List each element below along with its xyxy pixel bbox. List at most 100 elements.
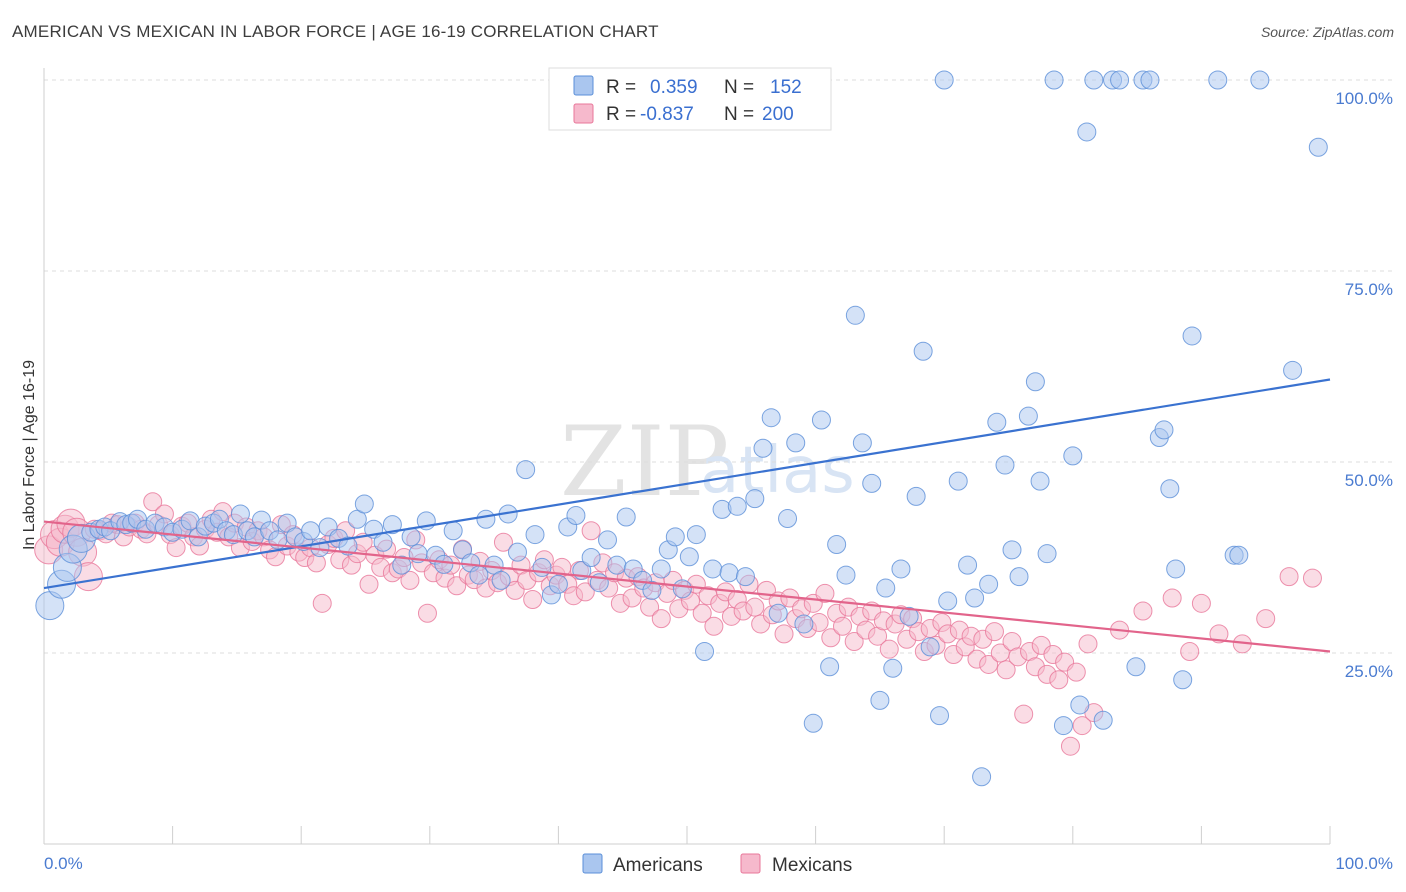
americans-point	[373, 532, 393, 552]
mexicans-point	[844, 632, 864, 652]
americans-point	[1126, 657, 1146, 677]
americans-point	[1160, 479, 1180, 499]
mexicans-point	[312, 593, 332, 613]
bottom-legend-americans: Americans	[613, 855, 703, 876]
americans-point	[491, 570, 511, 590]
mexicans-point	[400, 570, 420, 590]
americans-point	[948, 471, 968, 491]
americans-point	[686, 525, 706, 545]
americans-point	[727, 496, 747, 516]
americans-point	[803, 713, 823, 733]
mexicans-point	[523, 590, 543, 610]
x-tick-marks	[43, 826, 1331, 844]
americans-point	[1070, 695, 1090, 715]
americans-point	[934, 70, 954, 90]
americans-point	[1182, 326, 1202, 346]
americans-point	[476, 509, 496, 529]
americans-point	[820, 657, 840, 677]
mexicans-point	[996, 660, 1016, 680]
mexicans-point	[143, 492, 163, 512]
mexicans-point	[575, 582, 595, 602]
americans-point	[354, 494, 374, 514]
x-tick-label-max: 100.0%	[1335, 854, 1393, 873]
legend-n-label-americans: N =	[724, 77, 754, 98]
mexicans-point	[821, 628, 841, 648]
americans-point	[845, 305, 865, 325]
americans-point	[899, 606, 919, 626]
americans-point	[1053, 716, 1073, 736]
americans-point	[1025, 372, 1045, 392]
americans-point	[987, 412, 1007, 432]
americans-point	[1229, 545, 1249, 565]
americans-point	[1173, 670, 1193, 690]
americans-point	[862, 473, 882, 493]
americans-point	[598, 530, 618, 550]
americans-point	[679, 547, 699, 567]
americans-point	[665, 527, 685, 547]
mexicans-point	[1180, 641, 1200, 661]
americans-point	[972, 767, 992, 787]
americans-point	[548, 574, 568, 594]
americans-point	[1283, 360, 1303, 380]
americans-point	[979, 574, 999, 594]
y-tick-label: 50.0%	[1345, 471, 1393, 490]
americans-point	[906, 486, 926, 506]
americans-point	[1002, 540, 1022, 560]
x-tick-label-min: 0.0%	[44, 854, 83, 873]
americans-point	[1166, 559, 1186, 579]
bottom-legend-swatch-mexicans	[740, 853, 761, 874]
legend-n-mexicans: 200	[762, 104, 794, 125]
americans-point	[870, 690, 890, 710]
mexicans-point	[745, 597, 765, 617]
mexicans-point	[1066, 662, 1086, 682]
mexicans-point	[1209, 624, 1229, 644]
americans-point	[651, 559, 671, 579]
americans-point	[566, 505, 586, 525]
americans-point	[1250, 70, 1270, 90]
legend-n-americans: 152	[770, 77, 802, 98]
americans-point	[891, 559, 911, 579]
americans-point	[958, 555, 978, 575]
bottom-legend-mexicans: Mexicans	[772, 855, 852, 876]
americans-point	[443, 521, 463, 541]
legend-n-label-mexicans: N =	[724, 104, 754, 125]
mexicans-point	[1133, 601, 1153, 621]
y-tick-label: 75.0%	[1345, 280, 1393, 299]
americans-point	[745, 489, 765, 509]
americans-point	[1044, 70, 1064, 90]
bottom-legend: Americans Mexicans	[582, 853, 852, 876]
mexicans-point	[1072, 716, 1092, 736]
mexicans-point	[704, 616, 724, 636]
mexicans-point	[984, 622, 1004, 642]
mexicans-point	[692, 603, 712, 623]
mexicans-point	[1049, 670, 1069, 690]
americans-point	[1308, 137, 1328, 157]
mexicans-point	[493, 532, 513, 552]
americans-point	[827, 535, 847, 555]
americans-point	[382, 515, 402, 535]
mexicans-point	[1014, 704, 1034, 724]
y-tick-label: 100.0%	[1335, 89, 1393, 108]
chart-title: AMERICAN VS MEXICAN IN LABOR FORCE | AGE…	[12, 22, 659, 41]
americans-point	[852, 433, 872, 453]
mexicans-point	[1060, 736, 1080, 756]
mexicans-point	[1191, 593, 1211, 613]
legend-box	[548, 67, 832, 131]
americans-point	[913, 341, 933, 361]
y-axis-label: In Labor Force | Age 16-19	[21, 360, 38, 550]
legend-swatch-americans	[573, 75, 594, 96]
mexicans-point	[417, 603, 437, 623]
legend-r-americans: 0.359	[650, 77, 698, 98]
mexicans-point	[879, 639, 899, 659]
legend-swatch-mexicans	[573, 103, 594, 124]
americans-point	[836, 565, 856, 585]
americans-point	[695, 641, 715, 661]
mexicans-point	[359, 574, 379, 594]
mexicans-point	[581, 521, 601, 541]
americans-point	[876, 578, 896, 598]
americans-point	[811, 410, 831, 430]
trend-line-mexicans	[43, 520, 1331, 653]
americans-point	[794, 614, 814, 634]
americans-point	[230, 504, 250, 524]
